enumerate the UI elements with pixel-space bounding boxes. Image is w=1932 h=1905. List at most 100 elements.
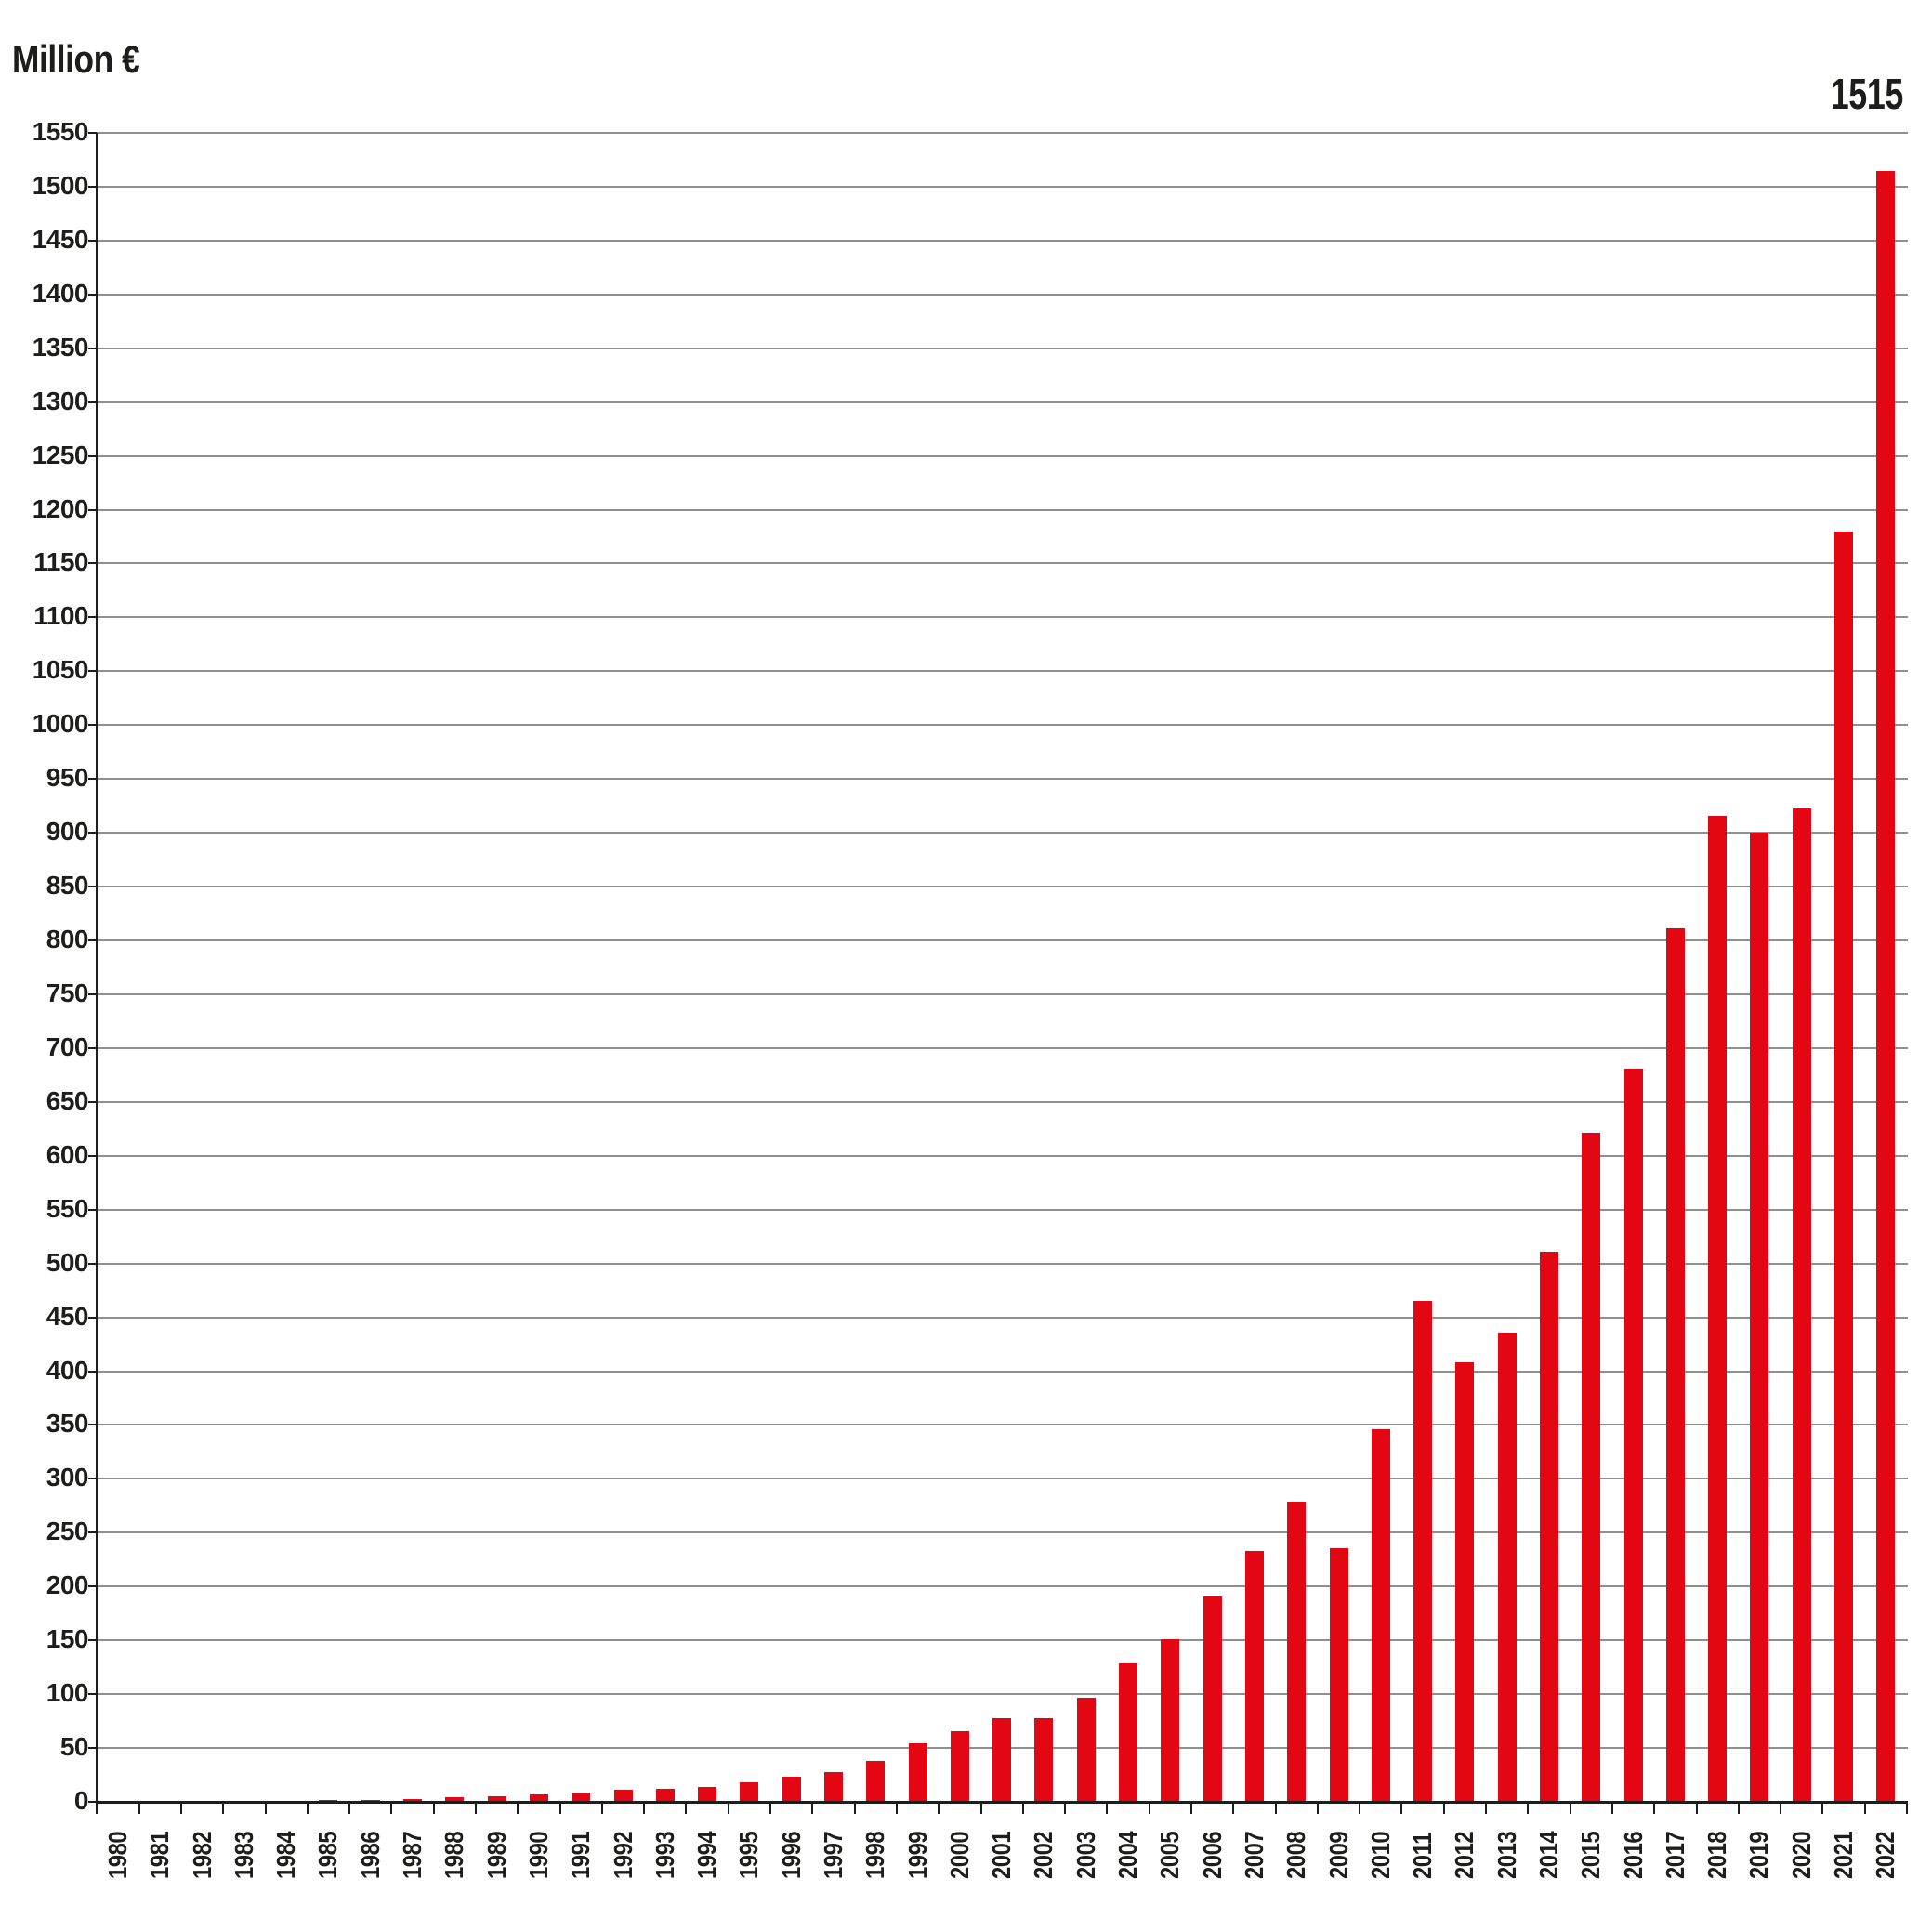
y-tick-label: 1050: [32, 655, 89, 685]
y-tick-label: 1300: [32, 386, 89, 415]
x-tick-label-1985: 1985: [313, 1831, 343, 1879]
y-tick-label: 450: [46, 1301, 89, 1331]
y-tick-label: 650: [46, 1085, 89, 1115]
x-axis-tick: [1821, 1803, 1824, 1814]
x-axis-tick: [348, 1803, 351, 1814]
bar-2003: [1076, 1697, 1096, 1802]
gridline-1250: [97, 454, 1908, 457]
y-tick-label: 850: [46, 871, 89, 900]
x-axis-tick: [895, 1803, 898, 1814]
y-axis-tick: [88, 1478, 97, 1480]
bar-2010: [1371, 1429, 1390, 1802]
y-axis-tick: [88, 1262, 97, 1265]
x-tick-label-2001: 2001: [987, 1831, 1017, 1879]
x-axis-tick: [432, 1803, 435, 1814]
y-axis-tick: [88, 1693, 97, 1696]
bar-2008: [1287, 1501, 1307, 1802]
y-tick-label: 1000: [32, 709, 89, 739]
y-tick-label: 1100: [33, 601, 88, 631]
x-axis-tick: [1485, 1803, 1488, 1814]
gridline-650: [97, 1100, 1908, 1103]
y-axis-tick: [88, 293, 97, 296]
x-tick-label-2005: 2005: [1155, 1831, 1185, 1879]
bar-2001: [992, 1717, 1012, 1802]
y-axis-tick: [88, 1370, 97, 1373]
x-tick-label-2014: 2014: [1533, 1831, 1563, 1879]
y-tick-label: 300: [46, 1463, 89, 1492]
gridline-1200: [97, 508, 1908, 511]
x-axis-tick: [96, 1803, 99, 1814]
bar-2007: [1244, 1551, 1264, 1802]
x-tick-label-1986: 1986: [355, 1831, 385, 1879]
y-axis-tick: [88, 1208, 97, 1211]
bar-1991: [572, 1792, 591, 1802]
y-axis-line: [96, 133, 98, 1806]
x-tick-label-2016: 2016: [1618, 1831, 1648, 1879]
gridline-1000: [97, 724, 1908, 727]
bar-2000: [950, 1730, 969, 1802]
bar-2004: [1119, 1662, 1138, 1802]
gridline-1100: [97, 616, 1908, 619]
x-axis-tick: [1064, 1803, 1067, 1814]
x-tick-label-2000: 2000: [944, 1831, 974, 1879]
x-tick-label-2006: 2006: [1197, 1831, 1227, 1879]
bar-1990: [529, 1793, 548, 1802]
bar-2019: [1750, 833, 1769, 1802]
bar-2015: [1582, 1133, 1601, 1802]
y-axis-tick: [88, 1424, 97, 1426]
x-tick-label-1988: 1988: [440, 1831, 469, 1879]
bar-2013: [1497, 1332, 1517, 1802]
bar-1998: [866, 1760, 886, 1802]
x-axis-tick: [1695, 1803, 1698, 1814]
x-tick-label-2021: 2021: [1829, 1831, 1859, 1879]
peak-value-label: 1515: [1830, 70, 1904, 118]
x-axis-tick: [264, 1803, 267, 1814]
x-axis-tick: [306, 1803, 309, 1814]
x-tick-label-1990: 1990: [523, 1831, 553, 1879]
gridline-200: [97, 1585, 1908, 1588]
x-axis-tick: [1106, 1803, 1109, 1814]
y-axis-tick: [88, 1316, 97, 1319]
x-axis-tick: [1442, 1803, 1445, 1814]
y-axis-tick: [88, 508, 97, 511]
x-tick-label-1980: 1980: [103, 1831, 132, 1879]
x-tick-label-2012: 2012: [1450, 1831, 1479, 1879]
x-tick-label-1993: 1993: [650, 1831, 679, 1879]
bar-2012: [1455, 1362, 1475, 1802]
x-axis-tick: [559, 1803, 561, 1814]
bar-1988: [445, 1797, 465, 1802]
x-tick-label-1992: 1992: [608, 1831, 637, 1879]
bar-1996: [782, 1777, 801, 1802]
x-axis-tick: [769, 1803, 772, 1814]
x-tick-label-2004: 2004: [1113, 1831, 1143, 1879]
x-tick-label-1991: 1991: [566, 1831, 596, 1879]
x-tick-label-1994: 1994: [692, 1831, 722, 1879]
gridline-300: [97, 1478, 1908, 1480]
y-tick-label: 1450: [32, 224, 89, 254]
y-tick-label: 250: [46, 1517, 89, 1546]
gridline-550: [97, 1208, 1908, 1211]
y-tick-label: 1350: [32, 332, 89, 361]
gridline-250: [97, 1531, 1908, 1534]
x-axis-tick: [853, 1803, 856, 1814]
gridline-1350: [97, 347, 1908, 349]
y-tick-label: 1200: [32, 493, 89, 523]
y-axis-tick: [88, 670, 97, 673]
y-axis-tick: [88, 132, 97, 134]
gridline-1500: [97, 185, 1908, 188]
x-axis-tick: [811, 1803, 814, 1814]
y-tick-label: 400: [46, 1355, 89, 1385]
x-tick-label-2009: 2009: [1323, 1831, 1353, 1879]
gridline-1400: [97, 293, 1908, 296]
x-axis-tick: [1737, 1803, 1740, 1814]
y-axis-tick: [88, 1585, 97, 1588]
gridline-1300: [97, 401, 1908, 403]
x-axis-tick: [390, 1803, 393, 1814]
x-axis-tick: [1316, 1803, 1319, 1814]
bar-2022: [1876, 170, 1896, 1802]
y-axis-tick: [88, 939, 97, 942]
bar-2005: [1161, 1639, 1180, 1802]
gridline-350: [97, 1424, 1908, 1426]
x-tick-label-1997: 1997: [818, 1831, 848, 1879]
